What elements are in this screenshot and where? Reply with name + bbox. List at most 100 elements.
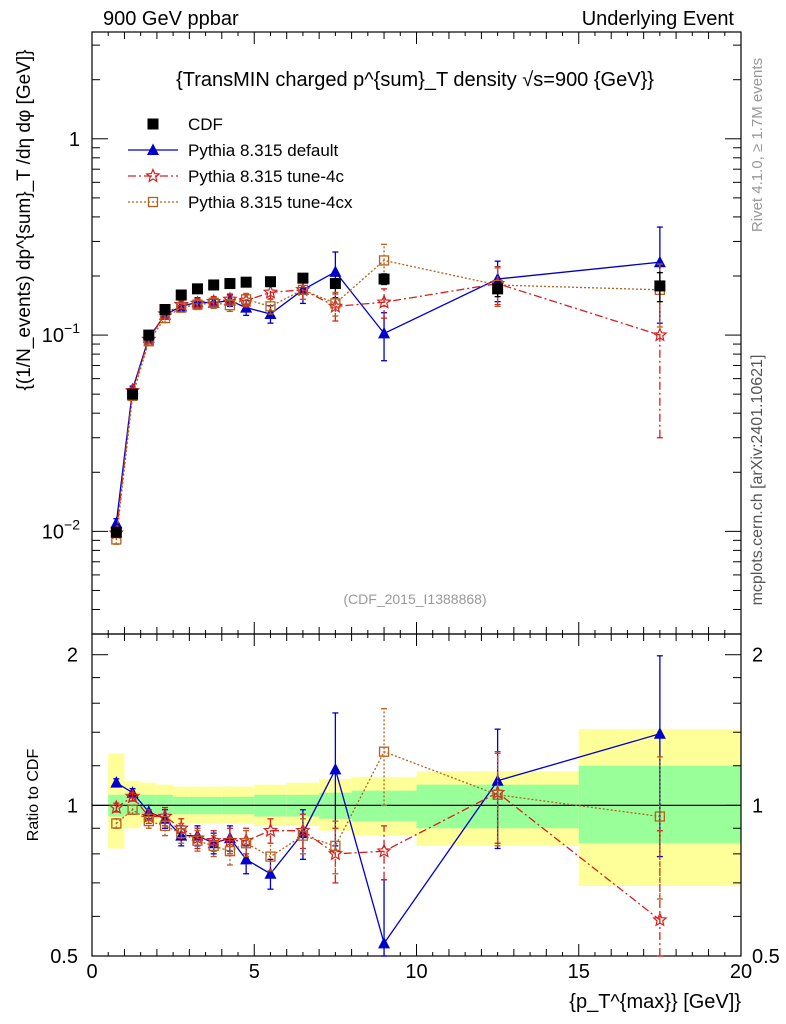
main-point-pythia-8-315-tune-4cx (297, 284, 309, 295)
ratio-point-pythia-8-315-default (329, 762, 342, 775)
legend-marker-pythia-8-315-tune-4c (145, 167, 161, 183)
main-point-cdf (143, 329, 155, 341)
main-point-cdf (175, 289, 187, 301)
main-point-pythia-8-315-tune-4c (652, 327, 668, 342)
ratio-point-pythia-8-315-tune-4cx (330, 840, 341, 852)
main-point-pythia-8-315-default (378, 326, 391, 339)
ratio-y-tick-label-left: 2 (67, 645, 78, 667)
header-left: 900 GeV ppbar (103, 8, 239, 30)
main-point-cdf (208, 279, 220, 291)
ratio-point-pythia-8-315-tune-4cx (143, 815, 154, 827)
main-point-pythia-8-315-tune-4cx (378, 255, 390, 266)
ratio-point-pythia-8-315-tune-4cx (265, 851, 276, 862)
ratio-y-tick-label-left: 0.5 (50, 946, 78, 968)
main-point-cdf (191, 283, 203, 295)
main-point-cdf (378, 273, 390, 285)
ratio-point-pythia-8-315-default (653, 727, 666, 739)
main-point-cdf (264, 276, 276, 288)
ratio-point-pythia-8-315-tune-4cx (208, 840, 219, 852)
main-point-pythia-8-315-tune-4cx (176, 302, 187, 313)
ratio-point-pythia-8-315-tune-4c (652, 911, 668, 927)
main-point-pythia-8-315-tune-4cx (330, 298, 341, 309)
ratio-point-pythia-8-315-tune-4cx (297, 830, 309, 841)
ratio-point-pythia-8-315-default (264, 867, 277, 879)
main-point-pythia-8-315-tune-4cx (265, 301, 276, 312)
ratio-point-pythia-8-315-tune-4c (262, 822, 279, 838)
main-point-pythia-8-315-tune-4cx (208, 297, 219, 308)
legend-label-pythia-8-315-tune-4cx: Pythia 8.315 tune-4cx (188, 193, 353, 212)
ratio-point-pythia-8-315-tune-4cx (111, 818, 122, 829)
x-axis-label: {p_T^{max}} [GeV]} (569, 991, 741, 1013)
main-point-pythia-8-315-default (110, 516, 123, 529)
ratio-point-pythia-8-315-tune-4cx (159, 820, 171, 832)
ratio-point-pythia-8-315-tune-4cx (654, 811, 666, 822)
ratio-point-pythia-8-315-tune-4cx (240, 838, 252, 849)
x-tick-label: 15 (568, 961, 590, 983)
ratio-point-pythia-8-315-tune-4cx (224, 846, 236, 857)
main-point-pythia-8-315-default (329, 265, 342, 277)
x-tick-label: 0 (86, 961, 97, 983)
main-point-pythia-8-315-tune-4cx (192, 299, 203, 310)
main-point-pythia-8-315-tune-4c (262, 284, 279, 299)
main-point-pythia-8-315-tune-4cx (224, 300, 236, 311)
mcplots-note: mcplots.cern.ch [arXiv:2401.10621] (749, 355, 766, 606)
legend-label-pythia-8-315-tune-4c: Pythia 8.315 tune-4c (188, 167, 344, 186)
main-point-pythia-8-315-tune-4cx (240, 294, 252, 305)
main-point-cdf (297, 272, 309, 284)
ratio-line-pythia-8-315-tune-4cx (115, 750, 660, 858)
ratio-point-pythia-8-315-tune-4c (376, 843, 392, 858)
watermark: (CDF_2015_I1388868) (343, 591, 486, 607)
ratio-y-tick-label-right: 2 (752, 645, 763, 667)
main-series-cdf (110, 271, 666, 538)
band-green-2 (140, 794, 157, 815)
header-right: Underlying Event (581, 8, 734, 30)
rivet-note: Rivet 4.1.0, ≥ 1.7M events (749, 58, 766, 232)
main-point-cdf (240, 276, 252, 288)
ratio-point-pythia-8-315-tune-4cx (378, 746, 390, 757)
y-tick-label: 10−1 (42, 320, 80, 347)
main-point-cdf (654, 280, 666, 292)
y-tick-label: 10−2 (42, 516, 80, 543)
chart-texts: {TransMIN charged p^{sum}_T density √s=9… (14, 50, 766, 1013)
ratio-uncertainty-bands (108, 729, 741, 887)
legend: CDF Pythia 8.315 default Pythia 8.315 tune… (128, 115, 353, 212)
data-series (108, 226, 668, 957)
ratio-y-axis-label: Ratio to CDF (25, 749, 42, 842)
x-tick-label: 5 (249, 961, 260, 983)
ratio-point-pythia-8-315-tune-4cx (127, 804, 138, 815)
ratio-series-pythia-8-315-tune-4cx (111, 708, 666, 900)
legend-label-cdf: CDF (188, 115, 223, 134)
band-green-3 (156, 794, 174, 815)
ratio-y-tick-label-right: 0.5 (752, 946, 780, 968)
main-point-cdf (127, 388, 139, 400)
legend-marker-pythia-8-315-default (147, 143, 159, 155)
y-tick-label: 1 (69, 129, 80, 151)
main-point-cdf (159, 303, 171, 315)
ratio-point-pythia-8-315-tune-4cx (492, 789, 503, 800)
ratio-y-tick-label-right: 1 (752, 795, 763, 817)
ratio-point-pythia-8-315-default (378, 936, 391, 949)
legend-label-pythia-8-315-default: Pythia 8.315 default (188, 141, 339, 160)
plot-title: {TransMIN charged p^{sum}_T density √s=9… (176, 69, 654, 91)
ratio-point-pythia-8-315-default (110, 776, 123, 788)
legend-marker-cdf (147, 118, 159, 130)
main-point-cdf (224, 278, 236, 290)
axes: 0 5 10 15 20 10−2 10−1 1 0.5 0.5 1 1 2 2 (42, 32, 780, 983)
ratio-y-tick-label-left: 1 (67, 795, 78, 817)
main-point-cdf (110, 526, 122, 538)
main-point-cdf (492, 283, 504, 295)
y-axis-label: {(1/N_events) dp^{sum}_T /dη dφ [GeV]} (14, 50, 35, 391)
x-tick-label: 10 (405, 961, 427, 983)
main-point-pythia-8-315-tune-4c (376, 294, 392, 309)
x-tick-label: 20 (730, 961, 752, 983)
ratio-point-pythia-8-315-tune-4cx (192, 835, 203, 846)
ratio-point-pythia-8-315-tune-4c (124, 788, 141, 804)
ratio-point-pythia-8-315-tune-4c (108, 799, 125, 815)
main-line-pythia-8-315-tune-4c (115, 282, 661, 534)
ratio-point-pythia-8-315-default (240, 852, 253, 865)
main-series-pythia-8-315-default (110, 226, 666, 529)
main-point-cdf (329, 278, 341, 290)
legend-marker-pythia-8-315-tune-4cx (147, 196, 159, 208)
ratio-point-pythia-8-315-tune-4cx (176, 827, 187, 839)
